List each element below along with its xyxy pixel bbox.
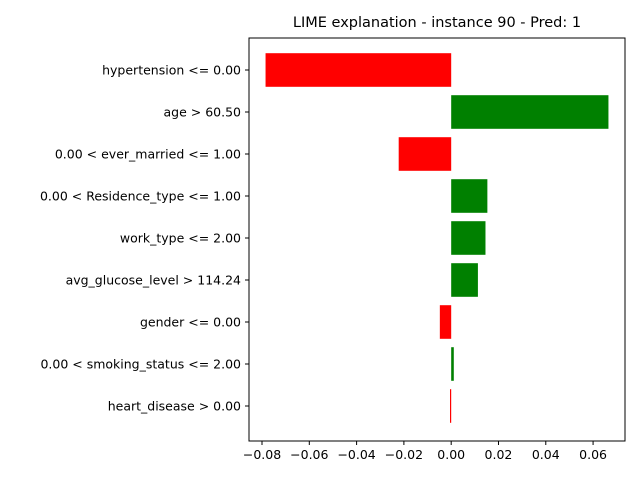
chart-title: LIME explanation - instance 90 - Pred: 1 [293, 15, 581, 31]
x-tick-label-3: −0.02 [385, 447, 423, 462]
y-tick-label-5: avg_glucose_level > 114.24 [66, 273, 241, 288]
x-tick-label-6: 0.04 [532, 447, 560, 462]
bar-4 [451, 221, 486, 255]
bar-8 [450, 389, 452, 423]
bar-0 [265, 53, 452, 87]
y-tick-label-0: hypertension <= 0.00 [102, 63, 241, 78]
y-tick-label-2: 0.00 < ever_married <= 1.00 [55, 147, 241, 162]
x-tick-label-7: 0.06 [579, 447, 607, 462]
y-axis: hypertension <= 0.00 age > 60.50 0.00 < ev… [40, 63, 249, 414]
y-tick-label-8: heart_disease > 0.00 [108, 399, 241, 414]
y-tick-label-1: age > 60.50 [164, 105, 242, 120]
x-tick-label-0: −0.08 [243, 447, 281, 462]
y-tick-label-4: work_type <= 2.00 [120, 231, 241, 246]
plot-frame [248, 37, 626, 442]
x-tick-label-1: −0.06 [290, 447, 328, 462]
bar-1 [451, 95, 609, 129]
x-tick-label-2: −0.04 [337, 447, 375, 462]
bars-layer [265, 53, 609, 423]
x-tick-label-5: 0.02 [485, 447, 513, 462]
bar-5 [451, 263, 478, 297]
bar-7 [451, 347, 454, 381]
bar-6 [439, 305, 452, 339]
bar-3 [451, 179, 488, 213]
bar-2 [398, 137, 452, 171]
y-tick-label-6: gender <= 0.00 [140, 315, 241, 330]
y-tick-label-3: 0.00 < Residence_type <= 1.00 [40, 189, 241, 204]
x-axis: −0.08 −0.06 −0.04 −0.02 0.00 0.02 0.04 0.06 [243, 441, 607, 462]
x-tick-label-4: 0.00 [437, 447, 465, 462]
y-tick-label-7: 0.00 < smoking_status <= 2.00 [40, 357, 241, 372]
